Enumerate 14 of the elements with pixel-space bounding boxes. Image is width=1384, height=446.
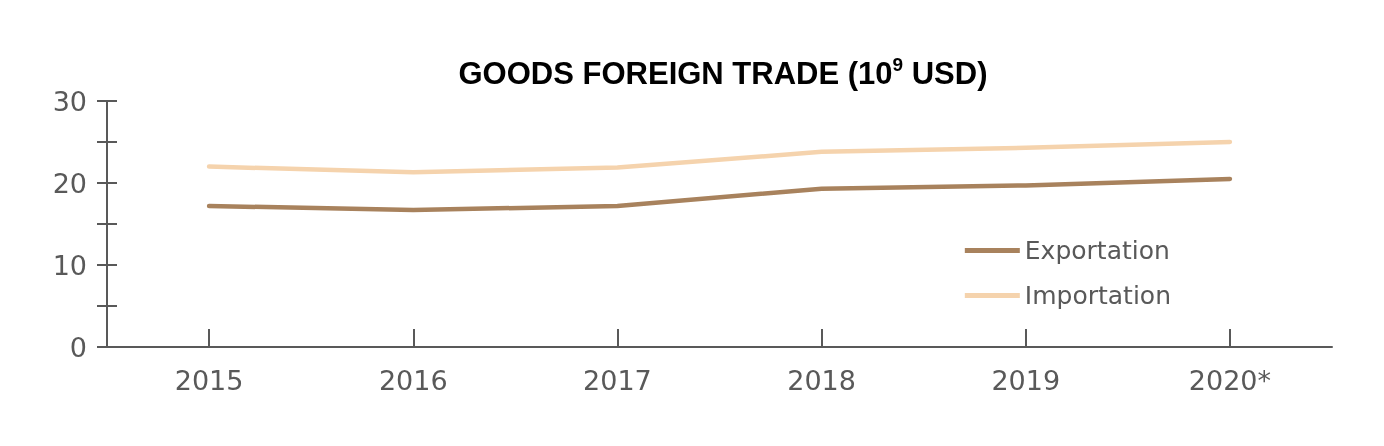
y-tick-label: 0: [69, 331, 87, 363]
legend-label: Importation: [1024, 281, 1172, 310]
x-tick-label: 2020*: [1188, 365, 1272, 396]
x-tick-label: 2016: [378, 365, 448, 396]
y-tick-label: 10: [52, 249, 87, 281]
x-tick-label: 2015: [174, 365, 244, 396]
x-tick-label: 2018: [787, 365, 856, 396]
x-tick-label: 2019: [991, 365, 1061, 396]
line-series: [206, 139, 1233, 175]
x-tick-label: 2017: [583, 365, 652, 396]
line-series: [206, 176, 1233, 213]
legend-label: Exportation: [1024, 236, 1170, 265]
y-tick-label: 20: [52, 167, 87, 199]
y-tick-label: 30: [52, 85, 87, 117]
